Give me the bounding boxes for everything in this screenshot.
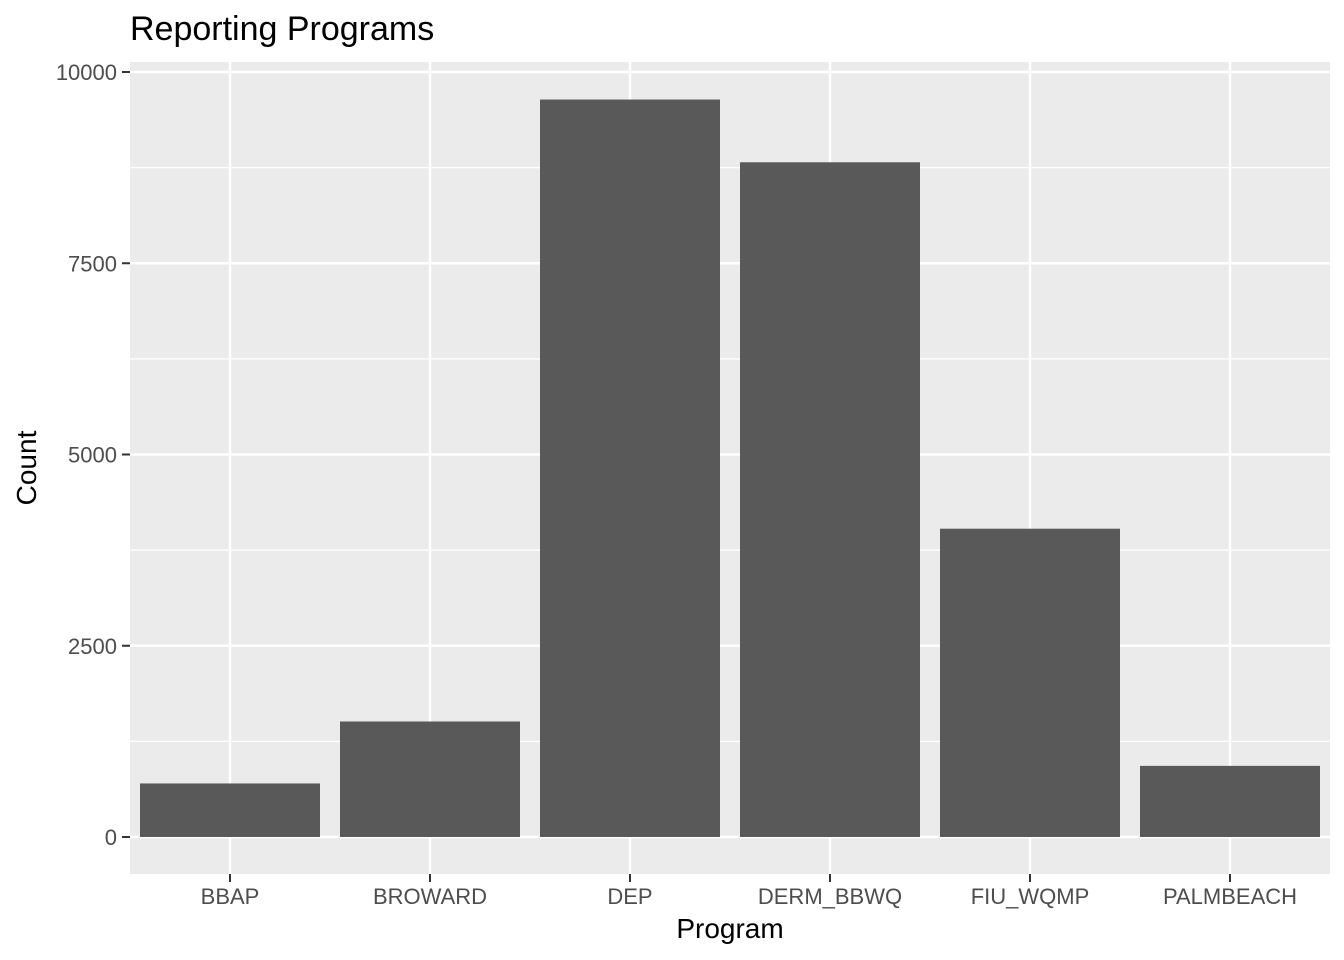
x-tick-label: DERM_BBWQ [758,884,902,909]
y-tick-label: 7500 [68,251,117,276]
plot-panel [130,62,1330,874]
x-tick-label: FIU_WQMP [971,884,1090,909]
x-tick-label: BROWARD [373,884,487,909]
chart-title: Reporting Programs [130,10,434,48]
x-tick-label: DEP [607,884,652,909]
y-tick-label: 2500 [68,634,117,659]
bar-dep [540,99,720,838]
y-tick-label: 5000 [68,443,117,468]
bar-bbap [140,783,320,837]
bar-palmbeach [1140,765,1320,837]
x-tick-label: BBAP [201,884,260,909]
bar-fiu-wqmp [940,528,1120,837]
axes: 0 2500 5000 7500 10000 BBAP BROWARD DEP DERM_BBW… [56,60,1297,909]
x-tick-label: PALMBEACH [1163,884,1297,909]
y-tick-label: 0 [105,825,117,850]
bar-derm-bbwq [740,162,920,837]
y-tick-label: 10000 [56,60,117,85]
y-axis-title: Count [11,430,42,505]
bar-broward [340,721,520,837]
bars [140,99,1320,838]
x-axis-title: Program [676,913,783,944]
